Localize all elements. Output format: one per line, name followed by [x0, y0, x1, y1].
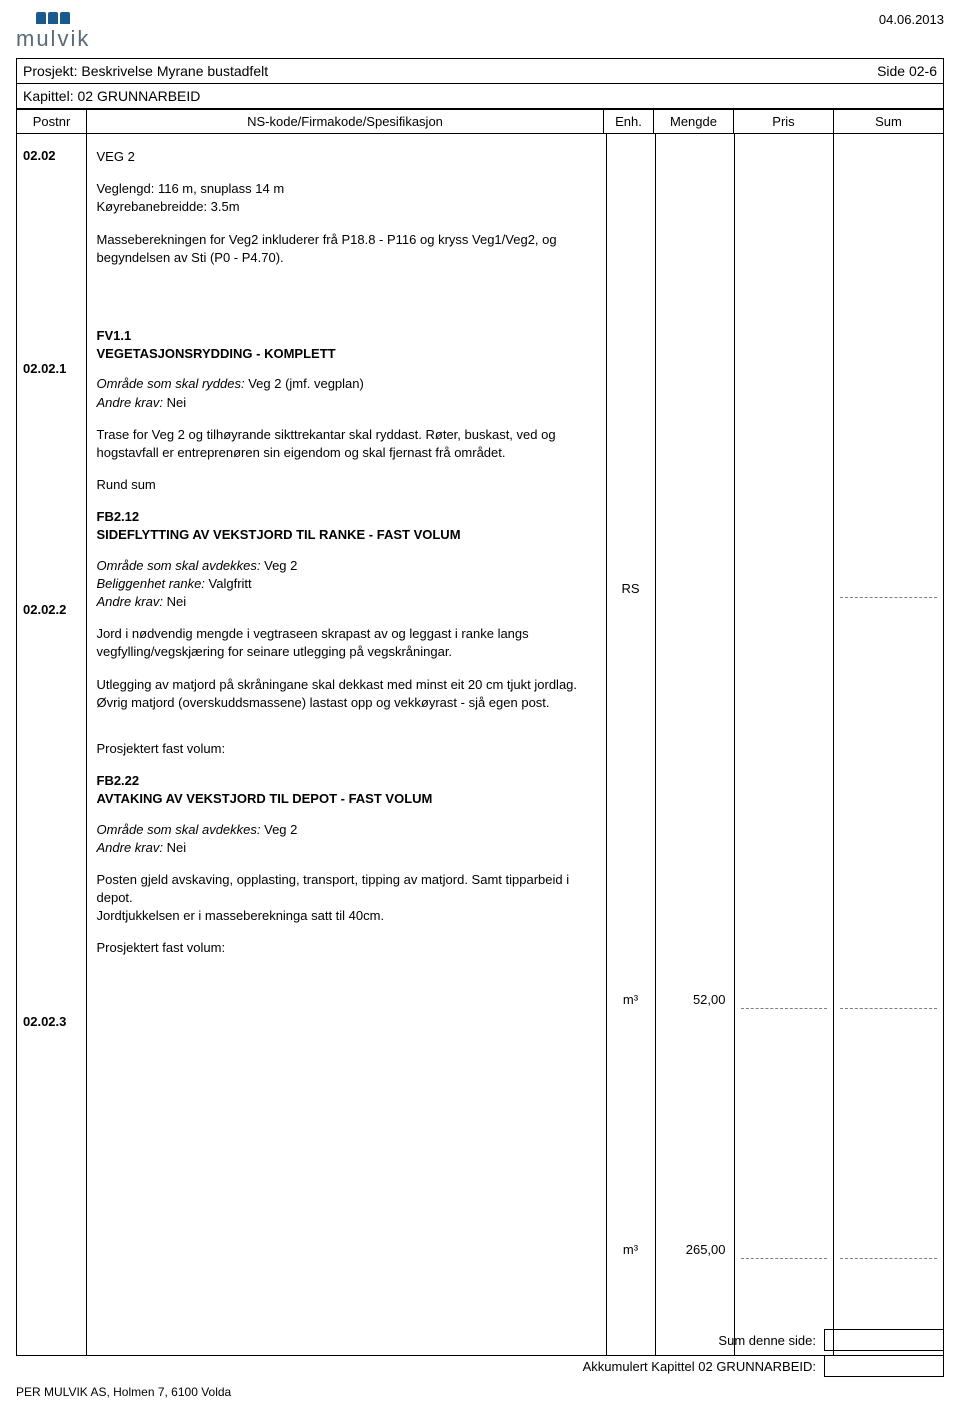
r3-mengde: 52,00	[693, 992, 726, 1007]
r4-pris-line	[741, 1258, 827, 1259]
r4-i2b: Nei	[163, 840, 186, 855]
enh-column: RS m³ m³	[606, 134, 655, 1355]
r1-p1: Veglengd: 116 m, snuplass 14 m	[97, 180, 596, 198]
r3-i1b: Veg 2	[261, 558, 298, 573]
r4-enh: m³	[607, 1242, 655, 1257]
footer-sum-denne: Sum denne side:	[718, 1333, 816, 1348]
col-sum: Sum	[834, 110, 944, 134]
r3-p3: Øvrig matjord (overskuddsmassene) lastas…	[97, 694, 596, 712]
col-enh: Enh.	[604, 110, 654, 134]
r3-i2b: Valgfritt	[205, 576, 252, 591]
r2-sum-line	[840, 597, 938, 598]
r4-code: FB2.22	[97, 773, 140, 788]
r3-title: SIDEFLYTTING AV VEKSTJORD TIL RANKE - FA…	[97, 527, 461, 542]
r4-sum-line	[840, 1258, 938, 1259]
logo-text: mulvik	[16, 26, 90, 52]
r3-proj: Prosjektert fast volum:	[97, 740, 596, 758]
r3-code: FB2.12	[97, 509, 140, 524]
col-postnr: Postnr	[17, 110, 87, 134]
r2-i1b: Veg 2 (jmf. vegplan)	[245, 376, 364, 391]
r2-i1a: Område som skal ryddes:	[97, 376, 245, 391]
logo: mulvik	[16, 12, 90, 52]
pris-column	[734, 134, 833, 1355]
header-date: 04.06.2013	[879, 12, 944, 27]
r3-p1: Jord i nødvendig mengde i vegtraseen skr…	[97, 625, 596, 661]
column-header-table: Postnr NS-kode/Firmakode/Spesifikasjon E…	[16, 109, 944, 134]
chapter-bar: Kapittel: 02 GRUNNARBEID	[16, 84, 944, 109]
mengde-column: 52,00 265,00	[655, 134, 734, 1355]
r3-p2: Utlegging av matjord på skråningane skal…	[97, 676, 596, 694]
r4-p1: Posten gjeld avskaving, opplasting, tran…	[97, 871, 596, 907]
col-pris: Pris	[734, 110, 834, 134]
postnr-02-02-3: 02.02.3	[23, 1014, 66, 1029]
page-number: Side 02-6	[877, 63, 937, 79]
r4-title: AVTAKING AV VEKSTJORD TIL DEPOT - FAST V…	[97, 791, 433, 806]
r3-i2a: Beliggenhet ranke:	[97, 576, 205, 591]
project-label: Prosjekt: Beskrivelse Myrane bustadfelt	[23, 63, 268, 79]
project-bar: Prosjekt: Beskrivelse Myrane bustadfelt …	[16, 58, 944, 84]
r3-sum-line	[840, 1008, 938, 1009]
r4-proj: Prosjektert fast volum:	[97, 939, 596, 957]
r4-p2: Jordtjukkelsen er i masseberekninga satt…	[97, 907, 596, 925]
r2-rund: Rund sum	[97, 476, 596, 494]
r3-i3b: Nei	[163, 594, 186, 609]
chapter-label: Kapittel: 02 GRUNNARBEID	[23, 88, 200, 104]
r2-code: FV1.1	[97, 328, 132, 343]
page-footer: Sum denne side: Akkumulert Kapittel 02 G…	[16, 1329, 944, 1399]
footer-akkumulert: Akkumulert Kapittel 02 GRUNNARBEID:	[583, 1359, 816, 1374]
sum-column	[833, 134, 943, 1355]
r1-p3: Masseberekningen for Veg2 inkluderer frå…	[97, 231, 596, 267]
spec-column: VEG 2 Veglengd: 116 m, snuplass 14 m Køy…	[86, 134, 606, 1355]
r4-i2a: Andre krav:	[97, 840, 163, 855]
r1-p2: Køyrebanebreidde: 3.5m	[97, 198, 596, 216]
postnr-02-02: 02.02	[23, 148, 56, 163]
r3-i3a: Andre krav:	[97, 594, 163, 609]
page-header: mulvik 04.06.2013	[16, 12, 944, 52]
postnr-column: 02.02 02.02.1 02.02.2 02.02.3	[17, 134, 86, 1355]
footer-sum-denne-box	[824, 1329, 944, 1351]
postnr-02-02-2: 02.02.2	[23, 602, 66, 617]
r4-mengde: 265,00	[686, 1242, 726, 1257]
r2-title: VEGETASJONSRYDDING - KOMPLETT	[97, 346, 336, 361]
content-area: 02.02 02.02.1 02.02.2 02.02.3 VEG 2 Vegl…	[16, 134, 944, 1356]
r2-i2a: Andre krav:	[97, 395, 163, 410]
r3-enh: m³	[607, 992, 655, 1007]
col-mengde: Mengde	[654, 110, 734, 134]
col-spec: NS-kode/Firmakode/Spesifikasjon	[87, 110, 604, 134]
footer-akkumulert-box	[824, 1355, 944, 1377]
r2-i2b: Nei	[163, 395, 186, 410]
r2-enh: RS	[607, 581, 655, 596]
r2-p1: Trase for Veg 2 og tilhøyrande sikttreka…	[97, 426, 596, 462]
footer-company: PER MULVIK AS, Holmen 7, 6100 Volda	[16, 1385, 944, 1399]
r1-title: VEG 2	[97, 148, 596, 166]
logo-icon	[36, 12, 70, 24]
r3-pris-line	[741, 1008, 827, 1009]
r4-i1b: Veg 2	[261, 822, 298, 837]
r4-i1a: Område som skal avdekkes:	[97, 822, 261, 837]
postnr-02-02-1: 02.02.1	[23, 361, 66, 376]
r3-i1a: Område som skal avdekkes:	[97, 558, 261, 573]
